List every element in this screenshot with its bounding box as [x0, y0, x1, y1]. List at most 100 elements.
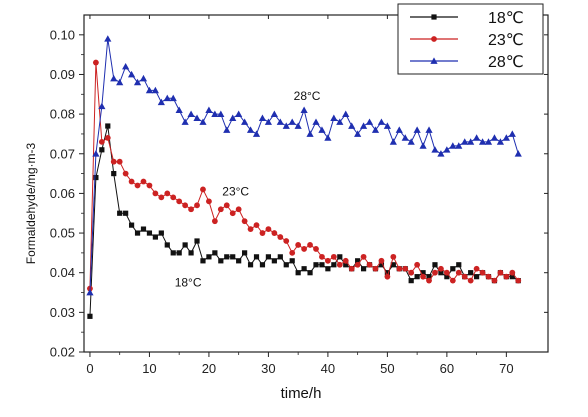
data-point: [502, 134, 510, 141]
data-point: [264, 118, 273, 125]
data-point: [402, 265, 409, 272]
data-point: [105, 123, 111, 129]
data-point: [200, 258, 206, 264]
data-point: [294, 122, 302, 129]
data-point: [140, 226, 147, 232]
data-point: [87, 313, 93, 319]
data-point: [199, 118, 207, 125]
data-point: [152, 234, 158, 240]
legend-label: 23℃: [488, 32, 524, 49]
data-point: [336, 261, 343, 268]
data-point: [496, 138, 505, 145]
data-point: [158, 194, 165, 201]
data-point: [365, 118, 374, 125]
data-point: [426, 274, 432, 280]
data-point: [384, 270, 390, 276]
data-point: [307, 242, 313, 248]
data-point: [134, 182, 141, 189]
plot-area-border: [83, 14, 549, 353]
data-point: [187, 110, 195, 117]
data-point: [473, 265, 480, 272]
data-point: [450, 266, 456, 272]
data-point: [330, 253, 337, 260]
data-point: [414, 261, 421, 268]
data-point: [277, 234, 284, 240]
x-tick-label: 20: [202, 361, 216, 376]
data-point: [437, 150, 445, 157]
data-point: [325, 266, 331, 272]
data-point: [242, 250, 248, 256]
data-point: [342, 110, 350, 117]
data-point: [408, 278, 414, 284]
data-point: [200, 186, 206, 193]
data-point: [205, 106, 213, 114]
x-tick-label: 30: [261, 361, 275, 376]
data-point: [324, 257, 331, 264]
y-tick-label: 0.02: [50, 345, 75, 360]
data-point: [151, 86, 159, 94]
data-point: [509, 269, 516, 276]
data-point: [170, 250, 176, 256]
data-point: [449, 277, 456, 284]
data-point: [426, 277, 432, 284]
data-point: [354, 130, 362, 137]
data-point: [229, 114, 237, 121]
data-point: [312, 118, 320, 125]
data-point: [146, 230, 153, 236]
data-point: [123, 210, 129, 216]
data-point: [301, 266, 307, 272]
data-point: [478, 138, 487, 145]
data-point: [188, 250, 194, 256]
data-point: [348, 265, 355, 272]
data-point: [252, 130, 261, 137]
data-point: [343, 262, 349, 268]
data-point: [182, 242, 188, 248]
data-point: [359, 122, 368, 129]
data-point: [283, 262, 289, 268]
data-point: [324, 134, 332, 141]
data-point: [319, 262, 325, 268]
data-point: [127, 70, 136, 78]
data-point: [407, 138, 415, 145]
data-point: [145, 86, 154, 94]
y-tick-label: 0.06: [50, 186, 75, 201]
data-point: [449, 142, 457, 149]
data-point: [455, 269, 462, 276]
data-point: [230, 254, 236, 260]
data-point: [360, 253, 367, 260]
data-point: [491, 277, 498, 284]
data-point: [128, 222, 135, 228]
data-point: [86, 288, 94, 296]
x-tick-label: 50: [380, 361, 394, 376]
data-point: [116, 78, 124, 86]
data-point: [258, 114, 267, 121]
data-point: [188, 206, 194, 213]
data-point: [509, 274, 515, 280]
data-point: [408, 269, 415, 276]
data-point: [313, 262, 319, 268]
data-point: [164, 242, 170, 248]
data-point: [270, 110, 278, 117]
data-point: [514, 150, 522, 157]
data-point: [414, 274, 420, 280]
data-point: [212, 250, 218, 256]
data-point: [283, 238, 290, 244]
data-point: [193, 114, 201, 121]
data-point: [223, 126, 231, 133]
data-point: [318, 126, 326, 133]
data-point: [508, 130, 516, 137]
data-point: [218, 258, 224, 264]
x-axis-title: time/h: [281, 385, 322, 402]
data-point: [431, 146, 439, 153]
data-point: [515, 277, 522, 284]
y-tick-label: 0.07: [50, 146, 75, 161]
data-point: [140, 178, 147, 185]
data-point: [337, 254, 343, 260]
data-point: [170, 194, 177, 201]
data-point: [176, 198, 183, 205]
data-point: [235, 206, 242, 213]
data-point: [395, 126, 403, 133]
data-point: [438, 265, 444, 272]
data-point: [366, 261, 373, 268]
